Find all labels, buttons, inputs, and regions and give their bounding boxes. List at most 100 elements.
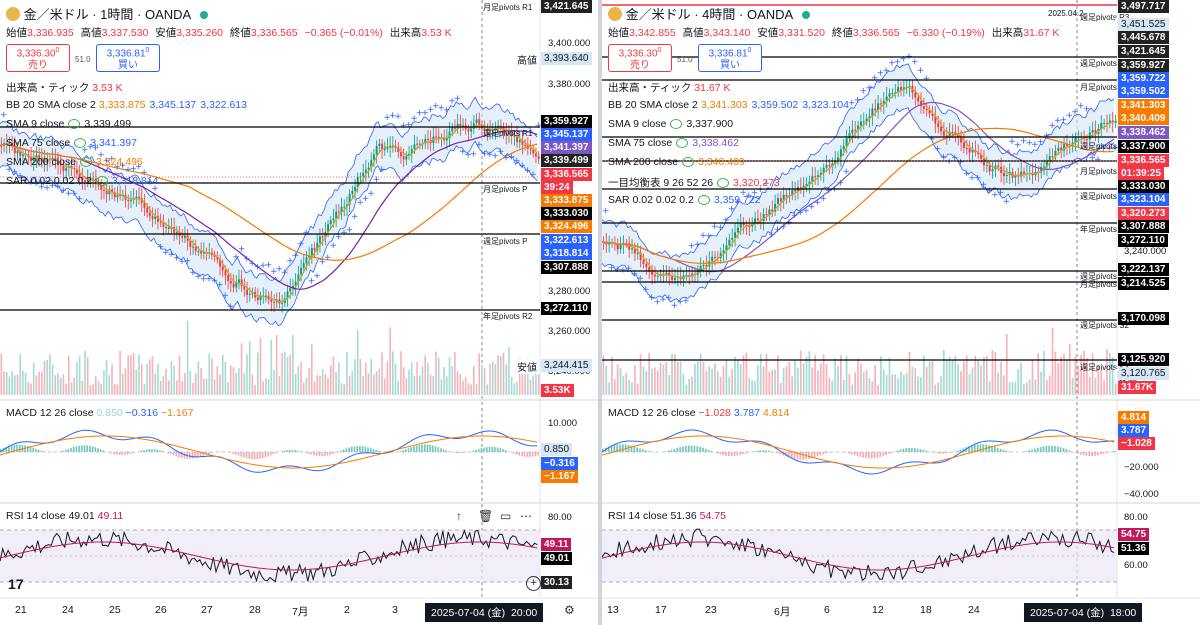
candle-body (367, 167, 370, 170)
macd-histogram-bar (1105, 452, 1108, 454)
indicator-legend-row[interactable]: BB 20 SMA close 2 3,341.303 3,359.502 3,32… (608, 99, 853, 111)
visibility-eye-icon[interactable] (74, 138, 87, 149)
visibility-eye-icon[interactable] (717, 178, 730, 189)
price-tag: 3,318.814 (541, 247, 592, 260)
indicator-legend-row[interactable]: SMA 75 close 3,341.397 (6, 137, 141, 149)
candle-body (146, 207, 149, 213)
sar-marker: + (189, 268, 197, 278)
volume-bar (8, 376, 11, 395)
rsi-legend[interactable]: RSI 14 close 49.01 49.11 (6, 510, 124, 522)
visibility-eye-icon[interactable] (68, 119, 81, 130)
visibility-eye-icon[interactable] (670, 119, 683, 130)
volume-bar (165, 368, 167, 395)
sar-marker: + (808, 203, 816, 213)
candle-body (934, 115, 937, 124)
move-up-icon[interactable]: ↑ (456, 509, 462, 523)
panel-divider[interactable] (598, 0, 602, 625)
candle-body (785, 194, 788, 197)
indicator-legend-row[interactable]: SAR 0.02 0.02 0.2 3,318.814 (6, 175, 163, 187)
candle-body (848, 133, 851, 139)
delete-icon[interactable]: 🗑 (478, 509, 494, 523)
volume-bar (421, 366, 424, 395)
macd-legend[interactable]: MACD 12 26 close 0.850 −0.316 −1.167 (6, 407, 194, 419)
sar-marker: + (1003, 197, 1011, 207)
macd-legend[interactable]: MACD 12 26 close −1.028 3.787 4.814 (608, 407, 790, 419)
time-axis-tick: 2 (344, 604, 350, 616)
indicator-legend-row[interactable]: SMA 75 close 3,338.462 (608, 137, 743, 149)
candle-body (668, 272, 671, 276)
macd-histogram-bar (453, 452, 456, 453)
visibility-eye-icon[interactable] (697, 195, 710, 206)
indicator-legend-row[interactable]: 出来高・ティック 3.53 K (6, 80, 127, 95)
macd-histogram-bar (1099, 452, 1102, 455)
macd-histogram-bar (37, 449, 40, 452)
sar-marker: + (97, 150, 105, 160)
more-options-icon[interactable]: ⋯ (520, 509, 532, 523)
macd-histogram-bar (1002, 449, 1005, 452)
candle-body (111, 189, 113, 193)
sar-marker: + (0, 111, 8, 121)
chart-panel-4h[interactable]: + + + + + + + + + + + + + + + + + + + + + + + + + + + + + + + + + + + + + + + +… (602, 0, 1200, 625)
rsi-legend[interactable]: RSI 14 close 51.36 54.75 (608, 510, 726, 522)
candle-body (665, 272, 668, 276)
candle-body (619, 244, 622, 250)
indicator-name: SMA 75 close (608, 137, 673, 149)
candle-body (202, 252, 205, 254)
price-axis-tick: 3,240.000 (1124, 246, 1167, 257)
indicator-legend-row[interactable]: BB 20 SMA close 2 3,333.875 3,345.137 3,32… (6, 99, 251, 111)
sar-marker: + (928, 135, 936, 145)
visibility-eye-icon[interactable] (682, 157, 695, 168)
volume-bar (654, 367, 656, 395)
buy-button[interactable]: 3,336.810 買い (96, 44, 160, 72)
volume-bar (327, 377, 329, 395)
indicator-legend-row[interactable]: SMA 200 close 3,324.496 (6, 156, 147, 168)
chart-canvas-4h[interactable]: +++ +++++++++++++++++++++++++++++++++++++… (602, 0, 1200, 625)
sar-marker: + (711, 222, 719, 232)
volume-bar (782, 368, 785, 395)
visibility-eye-icon[interactable] (95, 176, 108, 187)
candle-body (448, 131, 451, 139)
macd-histogram-bar (324, 452, 326, 456)
candle-body (656, 275, 659, 277)
volume-bar (1037, 353, 1040, 395)
sar-marker: + (524, 166, 532, 176)
candle-body (928, 110, 931, 114)
sar-marker: + (11, 167, 19, 177)
candle-body (897, 87, 900, 93)
indicator-legend-row[interactable]: SMA 9 close 3,339.499 (6, 118, 135, 130)
volume-bar (837, 366, 839, 395)
macd-histogram-bar (191, 452, 194, 459)
candle-body (105, 190, 108, 195)
buy-button[interactable]: 3,336.810 買い (698, 44, 762, 72)
candle-body (135, 196, 138, 198)
price-tag: 3,421.645 (541, 0, 592, 13)
symbol-header[interactable]: 金／米ドル · 4時間 · OANDA (608, 4, 811, 23)
sar-marker: + (216, 280, 224, 290)
settings-gear-icon[interactable]: ⚙ (564, 603, 575, 617)
indicator-legend-row[interactable]: 一目均衡表 9 26 52 26 3,320.273 (608, 175, 784, 190)
sma-75-line (602, 101, 1115, 273)
indicator-legend-row[interactable]: 出来高・ティック 31.67 K (608, 80, 735, 95)
indicator-legend-row[interactable]: SMA 200 close 3,340.409 (608, 156, 749, 168)
macd-histogram-bar (1114, 450, 1116, 452)
zoom-in-icon[interactable]: + (526, 576, 541, 591)
indicator-legend-row[interactable]: SAR 0.02 0.02 0.2 3,359.722 (608, 194, 765, 206)
candle-body (65, 167, 68, 171)
indicator-legend-row[interactable]: SMA 9 close 3,337.900 (608, 118, 737, 130)
candle-body (685, 275, 688, 277)
sar-marker: + (1008, 137, 1016, 147)
maximize-icon[interactable]: ▭ (500, 509, 512, 523)
macd-histogram-bar (202, 452, 205, 456)
volume-bar (35, 375, 38, 395)
candle-body (782, 194, 785, 202)
chart-panel-1h[interactable]: + + + + + + + + + + + + + + + + + + + + + + + + + + + + + + + + + + + + + + + +… (0, 0, 598, 625)
sell-button[interactable]: 3,336.300 売り (608, 44, 672, 72)
visibility-eye-icon[interactable] (676, 138, 689, 149)
chart-canvas-1h[interactable]: ++++++++++++++++++++++++++++++++++++++++… (0, 0, 598, 625)
sar-marker: + (265, 261, 273, 271)
visibility-eye-icon[interactable] (80, 157, 93, 168)
symbol-header[interactable]: 金／米ドル · 1時間 · OANDA (6, 4, 209, 23)
macd-histogram-bar (172, 452, 175, 456)
sell-button[interactable]: 3,336.300 売り (6, 44, 70, 72)
macd-histogram-bar (162, 451, 164, 452)
